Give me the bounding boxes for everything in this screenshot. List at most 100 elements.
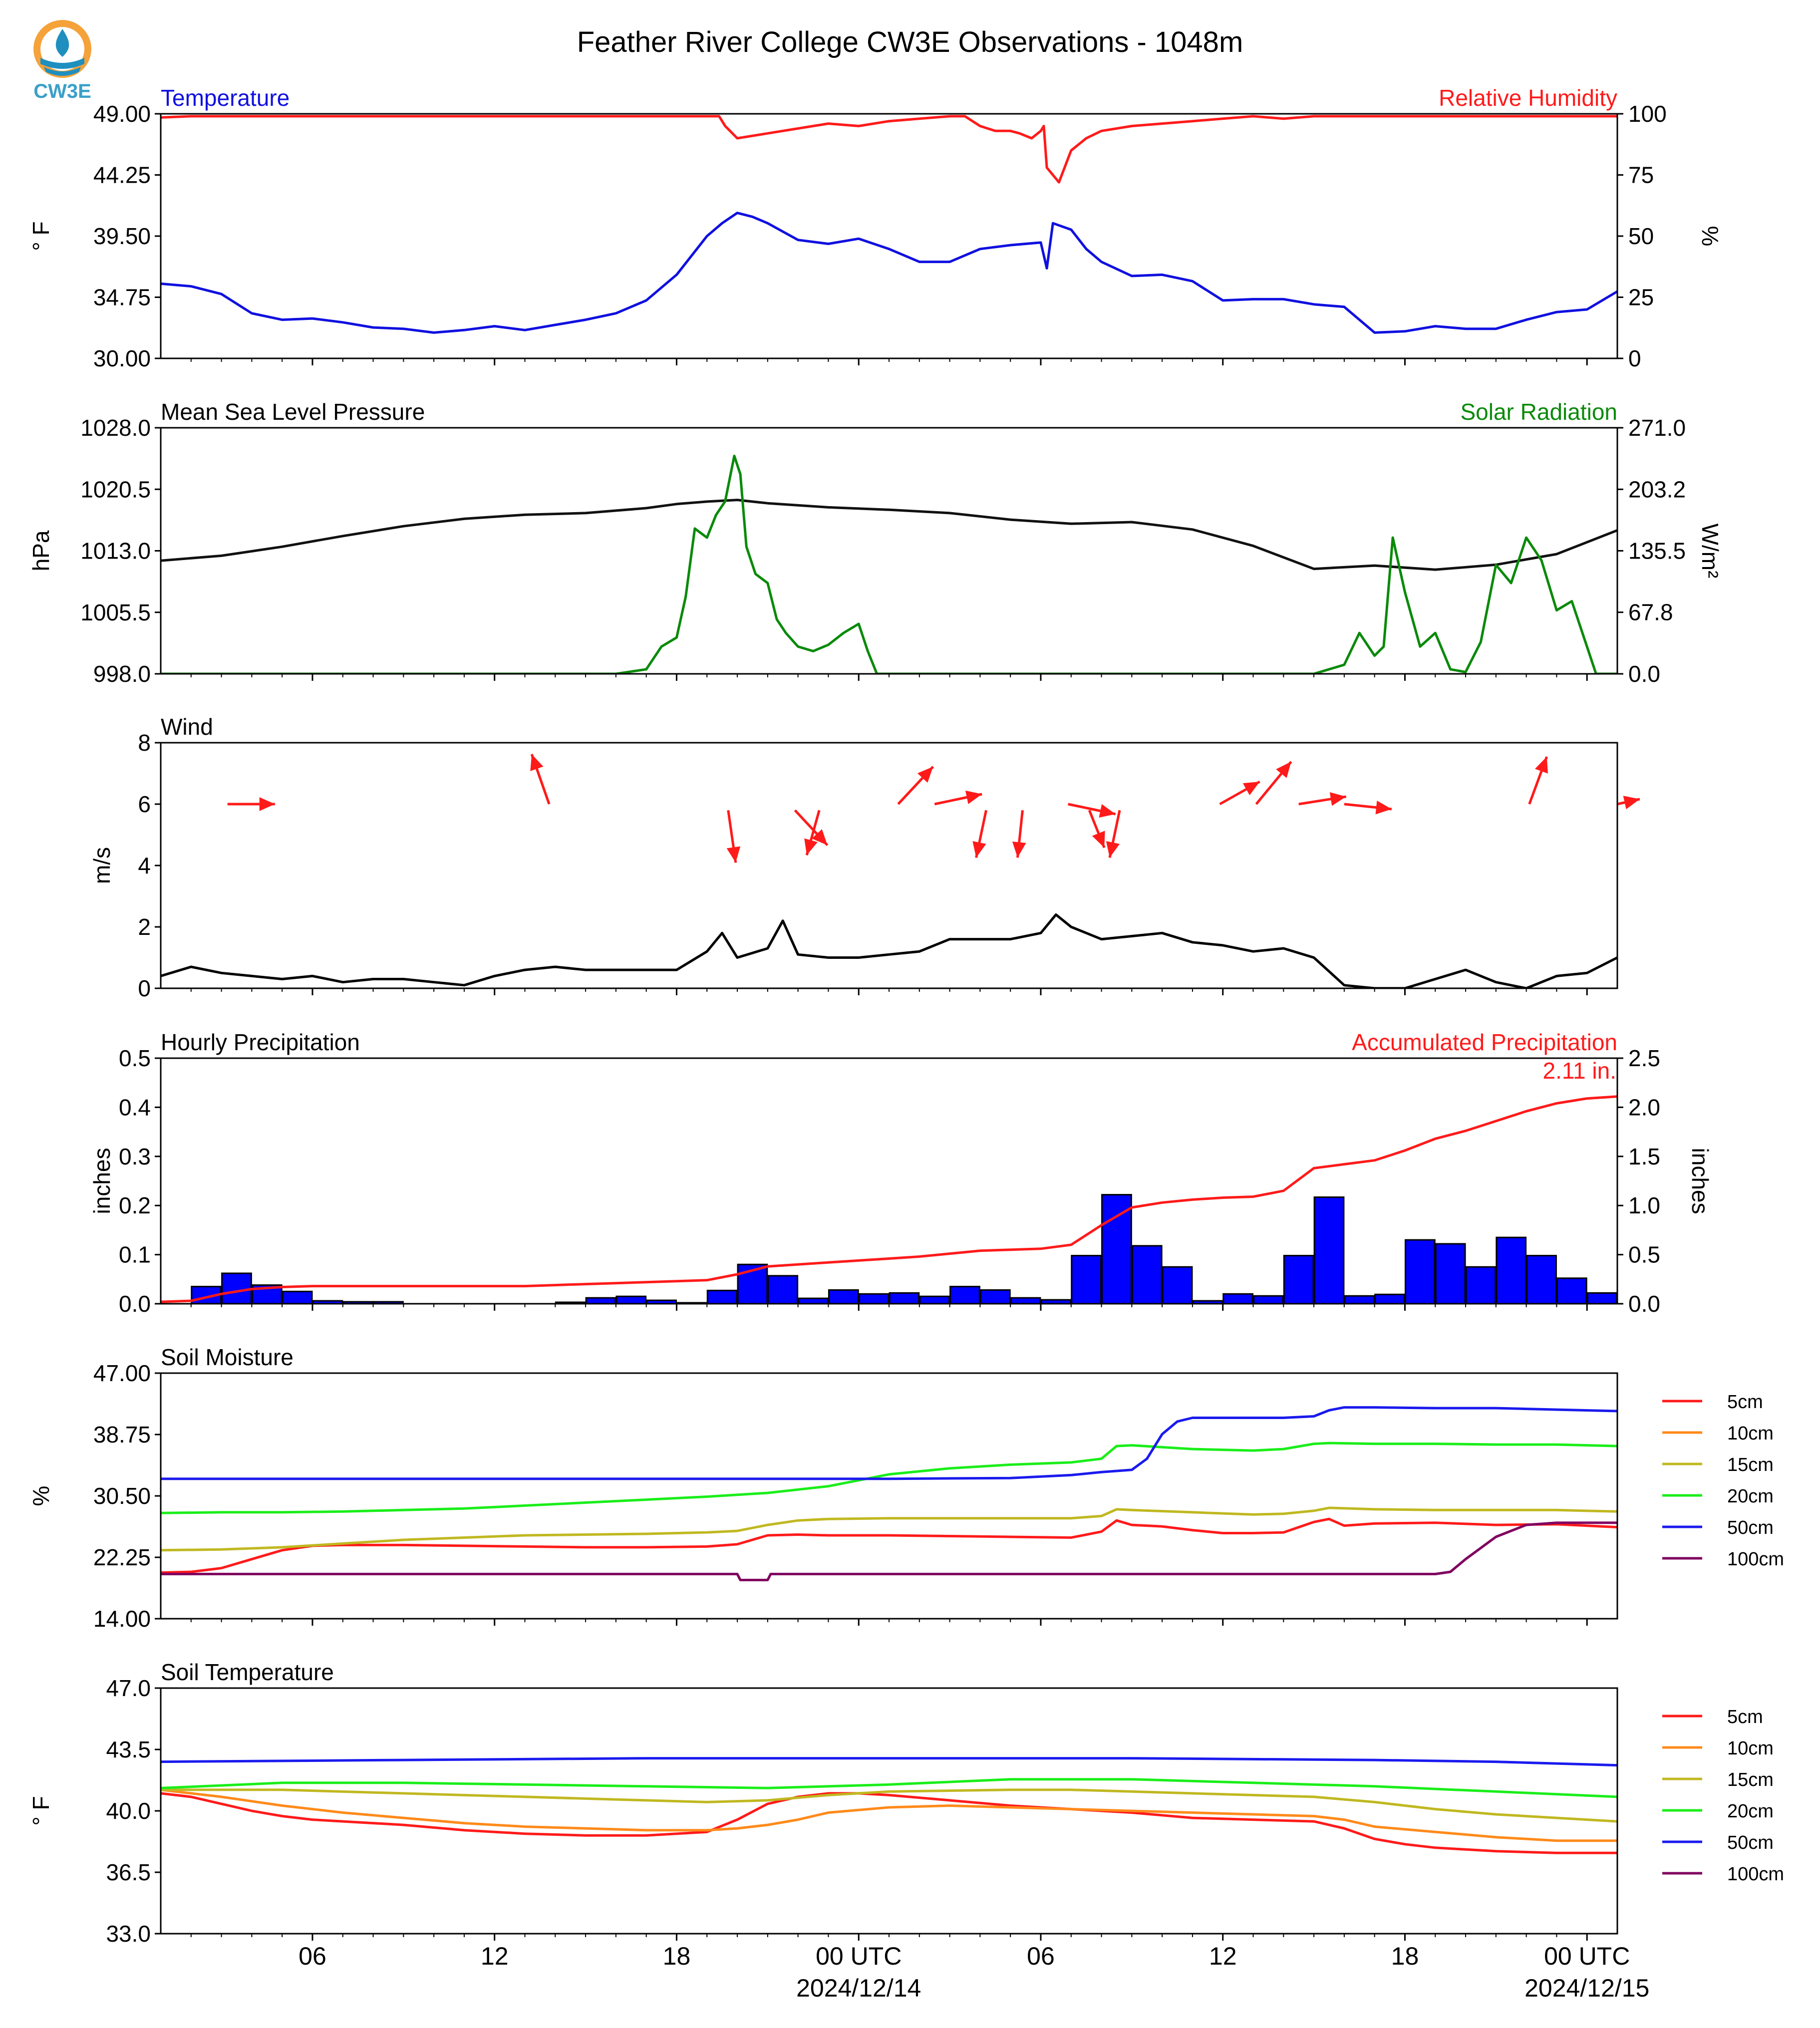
y-tick-label-left: 1020.5 [80,476,151,502]
wind-arrow [1219,780,1260,806]
precip-bar [1222,1293,1253,1304]
y-tick-label-left: 43.5 [106,1737,151,1762]
y-axis-label-right: % [1697,226,1723,247]
wind-arrow-head [726,846,741,863]
precip-bar [1404,1239,1436,1304]
y-axis-label-left: ° F [28,1796,54,1825]
series-line-15cm [161,1788,1617,1823]
y-tick-label-left: 0.0 [119,1291,151,1317]
panel-title-right: Accumulated Precipitation [1352,1029,1617,1055]
wind-arrow-head [1106,841,1120,858]
wind-arrow-head [1534,757,1548,774]
precip-bar [1465,1266,1497,1304]
series-line-15cm [161,1506,1617,1552]
series-line-5cm [161,1792,1617,1854]
legend-label: 10cm [1727,1423,1774,1444]
wind-arrow [1106,810,1121,858]
wind-arrow [227,797,275,811]
precip-bar [221,1272,252,1304]
legend-label: 100cm [1727,1549,1784,1570]
y-tick-label-left: 0.5 [119,1045,151,1071]
y-tick-label-left: 22.25 [93,1544,151,1570]
x-date-label: 2024/12/15 [1524,1974,1649,2002]
precip-bar [646,1299,677,1304]
panel-title-left: Wind [161,714,213,740]
y-tick-label-right: 135.5 [1628,538,1686,564]
wind-arrow [1255,761,1292,805]
y-tick-label-left: 0.1 [119,1242,151,1268]
series-line-relative-humidity [161,115,1617,184]
y-tick-label-right: 100 [1628,101,1667,127]
wind-arrow [972,810,987,858]
plot-area [161,913,1617,988]
y-tick-label-left: 36.5 [106,1859,151,1885]
y-tick-label-left: 39.50 [93,223,151,249]
wind-arrow-head [1092,831,1105,848]
wind-arrow [1012,810,1026,858]
plot-area [161,115,1617,334]
x-tick-label: 18 [663,1942,691,1970]
y-tick-label-left: 38.75 [93,1422,151,1448]
wind-arrow [794,809,829,847]
series-line-100cm [161,1521,1617,1581]
series-line-50cm [161,1406,1617,1480]
y-tick-label-right: 271.0 [1628,415,1686,441]
y-tick-label-left: 30.50 [93,1483,151,1509]
precip-bar [979,1289,1011,1304]
y-tick-label-left: 30.00 [93,345,151,371]
y-tick-label-left: 4 [138,853,151,878]
y-tick-label-right: 2.0 [1628,1094,1660,1120]
y-tick-label-left: 998.0 [93,661,151,687]
x-tick-label: 06 [299,1942,326,1970]
wind-arrow-head [1242,782,1260,796]
wind-arrow-head [1623,796,1640,810]
y-tick-label-left: 40.0 [106,1798,151,1824]
y-tick-label-right: 1.5 [1628,1144,1660,1169]
series-line-50cm [161,1757,1617,1767]
wind-arrow [1528,756,1548,805]
precip-bar [1101,1194,1132,1304]
wind-arrow-head [1099,804,1116,818]
precip-bar [828,1289,859,1304]
panel-temperature_rh: Temperature Relative Humidity 30.00 34.75 39… [28,85,1723,371]
legend-label: 50cm [1727,1517,1774,1538]
panel-title-left: Hourly Precipitation [161,1029,360,1055]
y-axis-label-right: inches [1687,1148,1713,1214]
wind-arrow [1344,800,1392,815]
plot-area [161,454,1617,674]
series-line-20cm [161,1442,1617,1514]
y-tick-label-right: 67.8 [1628,599,1673,625]
precip-bar [1071,1255,1102,1304]
panel-soil_temperature: Soil Temperature 33.0 36.5 40.0 43.5 47.0 ° F 5… [28,1659,1784,1947]
legend-label: 20cm [1727,1486,1774,1507]
legend-label: 10cm [1727,1738,1774,1759]
plot-area [161,1757,1617,1854]
wind-arrow [1068,803,1116,818]
panel-frame [160,1687,1618,1935]
precip-bar [1010,1297,1041,1304]
panel-title-left: Soil Temperature [161,1659,334,1685]
y-tick-label-right: 0.0 [1628,1291,1660,1317]
y-tick-label-right: 25 [1628,285,1654,310]
panel-wind: Wind 0 2 4 6 8 m/s [89,714,1640,1001]
y-tick-label-right: 203.2 [1628,476,1686,502]
precip-bar [1253,1295,1284,1304]
wind-arrow [804,810,821,856]
wind-arrow-head [1276,762,1291,778]
precip-bar [615,1295,647,1304]
wind-arrow [1088,810,1106,849]
y-tick-label-left: 14.00 [93,1606,151,1632]
panel-frame [160,1372,1618,1620]
legend-label: 15cm [1727,1454,1774,1475]
wind-arrow-head [917,767,933,783]
panel-title-left: Temperature [161,85,290,111]
legend-label: 50cm [1727,1832,1774,1853]
legend-label: 5cm [1727,1707,1763,1728]
panel-title-left: Mean Sea Level Pressure [161,399,425,425]
y-tick-label-left: 2 [138,914,151,940]
precip-bar [858,1293,890,1304]
panel-title-left: Soil Moisture [161,1344,294,1370]
panel-pressure_solar: Mean Sea Level Pressure Solar Radiation 99… [28,399,1723,687]
panel-soil_moisture: Soil Moisture 14.00 22.25 30.50 38.75 47.00% 5… [28,1344,1784,1632]
